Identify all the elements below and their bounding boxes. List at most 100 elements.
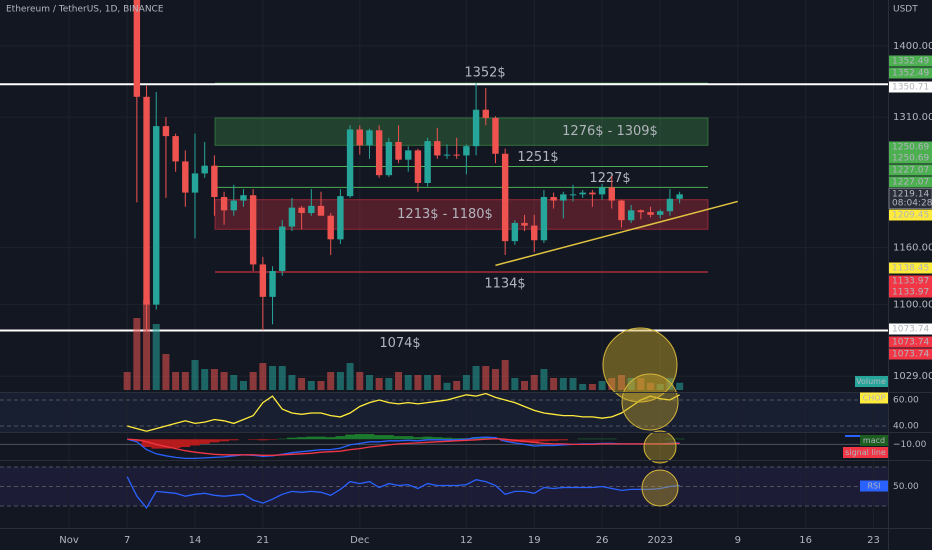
candle-body bbox=[540, 197, 548, 241]
volume-bar bbox=[133, 318, 141, 390]
highlight-circle bbox=[621, 373, 679, 431]
volume-bar bbox=[443, 382, 451, 390]
price-label-box bbox=[888, 188, 932, 209]
legend-label: signal line bbox=[845, 448, 886, 457]
price-label-box bbox=[889, 164, 932, 176]
y-tick-label: 1029.00 bbox=[893, 371, 932, 382]
y-tick-label: 40.00 bbox=[893, 422, 919, 432]
candle-body bbox=[666, 198, 674, 212]
macd-histogram-bar bbox=[277, 438, 288, 440]
highlight-circle bbox=[643, 430, 677, 464]
candle-body bbox=[172, 136, 179, 162]
candle-body bbox=[317, 205, 325, 216]
candle-body bbox=[240, 195, 247, 201]
candle-body bbox=[249, 195, 257, 265]
candle-body bbox=[443, 154, 451, 156]
candle-body bbox=[395, 141, 402, 160]
highlight-circle bbox=[641, 469, 679, 507]
price-label: 1073.74 bbox=[892, 325, 929, 335]
volume-bar bbox=[336, 372, 344, 390]
candle-body bbox=[133, 0, 141, 97]
macd-histogram-bar bbox=[219, 439, 229, 442]
legend-label: CHOP bbox=[863, 394, 886, 403]
volume-bar bbox=[385, 378, 393, 390]
x-tick-label: Dec bbox=[350, 535, 369, 546]
macd-histogram-bar bbox=[199, 439, 210, 444]
macd-histogram-bar bbox=[451, 438, 462, 440]
candle-body bbox=[453, 154, 460, 156]
macd-histogram-bar bbox=[374, 435, 385, 440]
volume-bar bbox=[511, 378, 519, 390]
legend-label: Volume bbox=[856, 377, 886, 386]
candle-body bbox=[279, 226, 286, 272]
candle-body bbox=[143, 96, 150, 305]
macd-histogram-bar bbox=[597, 438, 607, 440]
macd-histogram-bar bbox=[548, 439, 559, 441]
volume-bar bbox=[579, 384, 587, 390]
volume-bar bbox=[181, 372, 189, 390]
indicator-line bbox=[127, 392, 680, 432]
volume-bar bbox=[647, 382, 655, 390]
candle-body bbox=[191, 173, 199, 193]
legend-box bbox=[860, 480, 888, 492]
candle-body bbox=[153, 126, 160, 305]
macd-histogram-bar bbox=[141, 439, 152, 448]
x-tick-label: 21 bbox=[256, 535, 269, 546]
y-tick-label: 1310.00 bbox=[893, 112, 932, 123]
level-label: 1074$ bbox=[379, 336, 420, 351]
candle-body bbox=[579, 192, 586, 195]
volume-bar bbox=[210, 369, 218, 390]
candle-body bbox=[288, 207, 296, 227]
price-label-box bbox=[889, 141, 932, 153]
volume-bar bbox=[462, 375, 470, 390]
candle-body bbox=[201, 165, 208, 174]
price-label: 1138.45 bbox=[892, 264, 929, 274]
zone-label: 1213$ - 1180$ bbox=[397, 207, 493, 222]
x-tick-label: 14 bbox=[189, 535, 202, 546]
macd-histogram-bar bbox=[209, 439, 220, 443]
volume-bar bbox=[298, 378, 306, 390]
indicator-panes bbox=[0, 392, 888, 510]
macd-histogram-bar bbox=[674, 438, 685, 440]
candle-body bbox=[511, 222, 519, 242]
price-label: 1133.97 bbox=[892, 277, 929, 287]
candle-body bbox=[560, 194, 567, 201]
volume-bar bbox=[637, 378, 645, 390]
volume-bar bbox=[356, 372, 364, 390]
macd-histogram-bar bbox=[180, 439, 191, 448]
candle-body bbox=[608, 187, 615, 201]
macd-histogram-bar bbox=[606, 438, 617, 440]
volume-bar bbox=[317, 381, 325, 390]
highlight-circle bbox=[602, 327, 678, 403]
price-label-box bbox=[889, 262, 932, 274]
price-label-box bbox=[889, 323, 932, 335]
x-tick-label: 26 bbox=[596, 535, 609, 546]
candle-body bbox=[405, 150, 412, 160]
price-label: 1209.45 bbox=[892, 211, 929, 221]
candle-body bbox=[472, 109, 480, 147]
candle-body bbox=[531, 225, 538, 241]
x-tick-label: 7 bbox=[124, 535, 130, 546]
candle-body bbox=[220, 197, 228, 211]
indicator-line bbox=[126, 476, 680, 510]
volume-bar bbox=[327, 372, 335, 390]
price-label-box bbox=[889, 348, 932, 360]
candle-body bbox=[308, 205, 315, 214]
x-tick-label: 16 bbox=[799, 535, 812, 546]
x-tick-label: 2023 bbox=[648, 535, 673, 546]
candle-body bbox=[434, 141, 441, 156]
unit-label: USDT bbox=[893, 5, 918, 15]
volume-bar bbox=[152, 324, 160, 390]
macd-histogram-bar bbox=[267, 439, 278, 440]
price-label: 1073.74 bbox=[892, 338, 929, 348]
y-tick-label: 50.00 bbox=[893, 482, 919, 492]
candle-body bbox=[482, 109, 489, 118]
candle-body bbox=[182, 161, 189, 193]
candle-body bbox=[589, 192, 596, 195]
volume-bar bbox=[249, 372, 257, 390]
macd-histogram-bar bbox=[364, 434, 375, 440]
macd-histogram-bar bbox=[248, 439, 259, 440]
candle-body bbox=[492, 117, 499, 154]
